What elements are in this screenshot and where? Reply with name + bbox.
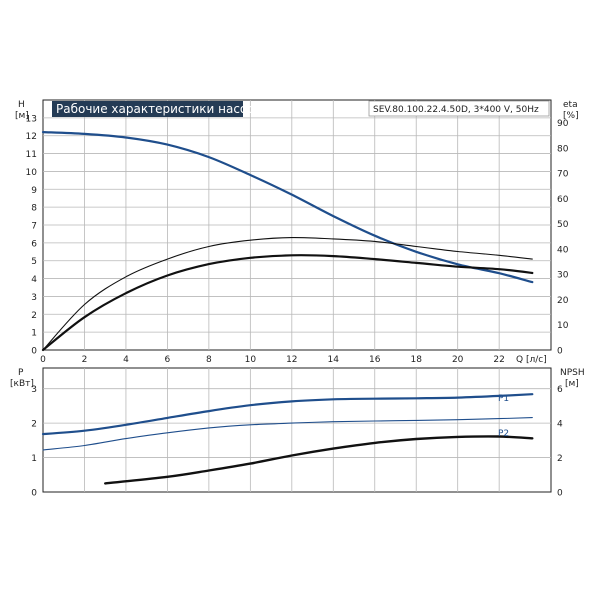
power-tick-label-3: 3 [31,385,37,395]
x-tick-label-22: 22 [493,355,504,365]
eta-tick-label-40: 40 [557,245,569,255]
lower-y-right-ticks: 0 2 4 6 [557,385,563,498]
h-tick-label-0: 0 [31,347,37,357]
x-tick-label-20: 20 [452,355,464,365]
h-tick-label-12: 12 [26,132,37,142]
power-axis-label: P [18,368,24,378]
x-tick-label-18: 18 [410,355,422,365]
lower-plot-frame [42,367,552,493]
series-label-p1: P1 [498,394,509,404]
upper-x-ticks: 0 2 4 6 8 10 12 14 16 18 20 22 [40,355,505,365]
eta-tick-label-30: 30 [557,271,569,281]
eta-tick-label-50: 50 [557,220,569,230]
npsh-tick-label-0: 0 [557,489,563,499]
h-tick-label-1: 1 [31,329,37,339]
subtitle-box [368,100,550,117]
h-tick-label-9: 9 [31,186,37,196]
h-tick-label-6: 6 [31,239,37,249]
power-axis-unit: [кВт] [10,379,34,389]
lower-y-left-ticks: 0 1 2 3 [31,385,37,498]
x-tick-label-4: 4 [123,355,129,365]
h-tick-label-13: 13 [26,114,37,124]
lower-grid [43,368,551,492]
h-tick-label-5: 5 [31,257,37,267]
head-curve [41,131,534,284]
title-box [52,101,243,117]
h-tick-label-10: 10 [26,168,38,178]
lower-panel: P [кВт] NPSH [м] 0 1 2 3 0 2 4 6 P1 P2 [10,367,585,499]
power-tick-label-1: 1 [31,454,37,464]
h-tick-label-3: 3 [31,293,37,303]
eta-tick-label-0: 0 [557,347,563,357]
upper-y-right-ticks: 0 10 20 30 40 50 60 70 80 90 [557,119,569,356]
power-tick-label-2: 2 [31,420,37,430]
efficiency-curve-2 [41,254,534,352]
npsh-tick-label-4: 4 [557,420,563,430]
x-tick-label-6: 6 [165,355,171,365]
power-p2-curve [42,417,533,451]
x-tick-label-16: 16 [369,355,381,365]
h-tick-label-7: 7 [31,222,37,232]
h-tick-label-11: 11 [26,150,37,160]
y-right-unit: [%] [563,111,579,121]
eta-tick-label-10: 10 [557,321,569,331]
pump-model-label: SEV.80.100.22.4.50D, 3*400 V, 50Hz [373,105,539,115]
npsh-tick-label-6: 6 [557,385,563,395]
power-tick-label-0: 0 [31,489,37,499]
x-tick-label-8: 8 [206,355,212,365]
npsh-axis-label: NPSH [560,368,585,378]
efficiency-curve-1 [42,237,533,351]
npsh-curve [104,435,534,485]
series-label-p2: P2 [498,429,509,439]
npsh-tick-label-2: 2 [557,454,563,464]
x-tick-label-10: 10 [245,355,257,365]
chart-title: Рабочие характеристики насоса [56,102,261,116]
npsh-axis-unit: [м] [565,379,579,389]
x-tick-label-0: 0 [40,355,46,365]
lower-series [41,393,534,485]
h-tick-label-8: 8 [31,204,37,214]
h-tick-label-2: 2 [31,311,37,321]
eta-tick-label-80: 80 [557,144,569,154]
h-tick-label-4: 4 [31,275,37,285]
x-axis-label: Q [л/с] [516,355,547,365]
y-left-unit: [м] [15,111,29,121]
upper-series [41,131,534,352]
x-tick-label-14: 14 [328,355,340,365]
upper-panel: Рабочие характеристики насоса SEV.80.100… [15,99,579,365]
eta-tick-label-20: 20 [557,296,569,306]
y-left-label: H [18,100,25,110]
y-right-label: eta [563,100,578,110]
eta-tick-label-70: 70 [557,170,569,180]
x-tick-label-12: 12 [286,355,297,365]
power-p1-curve [41,393,534,436]
eta-tick-label-90: 90 [557,119,569,129]
upper-grid [43,100,551,350]
x-tick-label-2: 2 [82,355,88,365]
eta-tick-label-60: 60 [557,195,569,205]
